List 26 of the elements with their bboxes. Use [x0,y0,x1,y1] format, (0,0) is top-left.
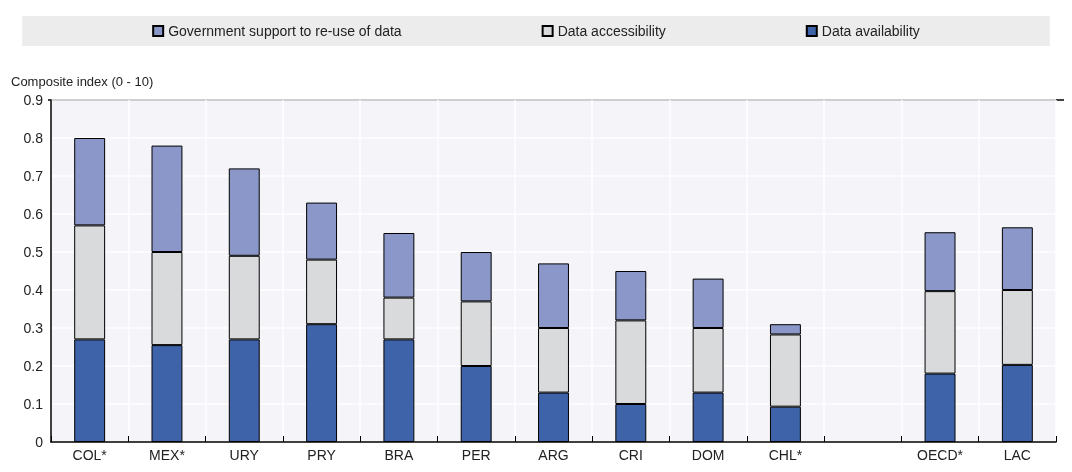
y-tick-label: 0.6 [23,206,44,222]
x-tick-label: DOM [691,447,725,463]
x-tick-label: CHL* [768,447,803,463]
x-tick-label: COL* [72,447,108,463]
y-tick-label: 0.8 [23,130,44,146]
y-tick-label: 0 [35,434,44,450]
y-tick-label: 0.1 [23,396,44,412]
x-tick-label: URY [229,447,260,463]
y-tick-label: 0.5 [23,244,44,260]
x-tick-label: LAC [1003,447,1031,463]
legend-label: Government support to re-use of data [168,23,402,39]
x-tick-label: CRI [618,447,643,463]
x-tick-label: ARG [538,447,569,463]
x-tick-label: PER [461,447,491,463]
legend-label: Data accessibility [557,23,666,39]
x-tick-label: MEX* [149,447,186,463]
x-tick-label: PRY [307,447,337,463]
x-tick-label: BRA [384,447,414,463]
x-tick-label: OECD* [917,447,964,463]
y-tick-label: 0.7 [23,168,44,184]
y-tick-label: 0.3 [23,320,44,336]
y-axis-title: Composite index (0 - 10) [11,74,154,89]
y-tick-label: 0.2 [23,358,44,374]
y-tick-label: 0.9 [23,92,44,108]
legend-label: Data availability [821,23,920,39]
y-tick-label: 0.4 [23,282,44,298]
